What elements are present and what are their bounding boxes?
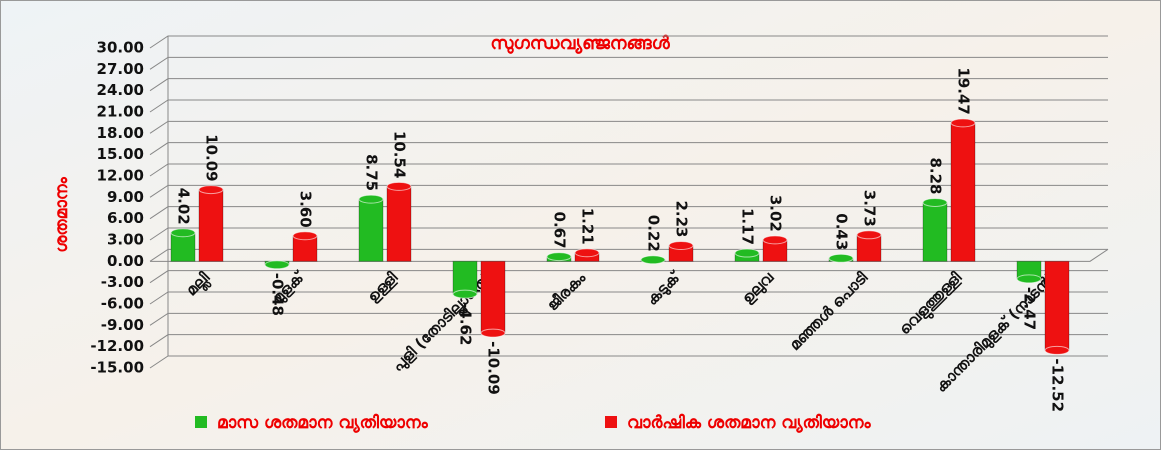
- grid-line: [149, 78, 1108, 92]
- bar-cap: [922, 197, 948, 207]
- floor: [150, 248, 1109, 262]
- y-tick-label: 0.00: [107, 252, 144, 270]
- y-tick-label: 9.00: [107, 188, 144, 206]
- bar-cap: [292, 231, 318, 241]
- data-label: 1.21: [579, 208, 597, 245]
- bar: [452, 260, 478, 295]
- data-label: 8.75: [363, 154, 381, 191]
- grid-line: [149, 270, 1108, 284]
- bar: [480, 260, 506, 334]
- data-label: 0.67: [551, 212, 569, 249]
- grid-line: [149, 206, 1108, 220]
- data-label: 4.02: [175, 188, 193, 225]
- y-tick-label: 18.00: [97, 124, 144, 142]
- grid-line: [149, 291, 1108, 305]
- y-tick-label: 27.00: [97, 60, 144, 78]
- data-label: 3.60: [297, 191, 315, 228]
- y-tick-label: 6.00: [107, 209, 144, 227]
- data-label: 0.43: [833, 213, 851, 250]
- bar: [922, 201, 948, 262]
- y-tick-label: -6.00: [101, 295, 144, 313]
- bar-cap: [358, 194, 384, 204]
- bar-cap: [1016, 274, 1042, 284]
- y-tick-label: 30.00: [97, 39, 144, 57]
- bar-cap: [170, 228, 196, 238]
- bar-cap: [198, 185, 224, 195]
- data-label: 10.54: [391, 131, 409, 178]
- data-label: 0.22: [645, 215, 663, 252]
- y-tick-label: 24.00: [97, 81, 144, 99]
- grid-line: [149, 163, 1108, 177]
- data-label: 8.28: [927, 157, 945, 194]
- grid-line: [149, 35, 1108, 49]
- bar: [950, 122, 976, 262]
- legend-swatch: [195, 416, 207, 428]
- bar-cap: [828, 253, 854, 263]
- data-label: 10.09: [203, 134, 221, 181]
- grid-line: [149, 184, 1108, 198]
- bar-cap: [950, 118, 976, 128]
- bar-cap: [640, 255, 666, 265]
- bar: [1044, 260, 1070, 351]
- data-label: 19.47: [955, 67, 973, 114]
- legend-label: മാസ ശതമാന വ്യതിയാനം: [217, 413, 429, 433]
- y-tick-label: 15.00: [97, 145, 144, 163]
- data-label: 3.73: [861, 190, 879, 227]
- y-tick-label: -9.00: [101, 316, 144, 334]
- data-label: -0.48: [269, 273, 287, 316]
- data-label: 2.23: [673, 200, 691, 237]
- legend-label: വാർഷിക ശതമാന വ്യതിയാനം: [627, 413, 872, 433]
- bar-cap: [452, 289, 478, 299]
- grid-line: [149, 120, 1108, 134]
- data-label: 1.17: [739, 208, 757, 245]
- grid-line: [149, 99, 1108, 113]
- bar-cap: [762, 235, 788, 245]
- data-label: -10.09: [485, 341, 503, 395]
- chart-title: സുഗന്ധവ്യഞ്ജനങ്ങൾ: [490, 33, 670, 55]
- bar-cap: [668, 240, 694, 250]
- bar: [358, 198, 384, 262]
- grid-line: [149, 227, 1108, 241]
- bar-cap: [264, 260, 290, 270]
- y-tick-label: 12.00: [97, 167, 144, 185]
- data-label: -4.62: [457, 302, 475, 345]
- grid-line: [149, 334, 1108, 348]
- y-tick-label: -12.00: [90, 337, 144, 355]
- y-tick-label: -15.00: [90, 359, 144, 377]
- grid-line: [149, 355, 1108, 369]
- bar-cap: [734, 248, 760, 258]
- bar-cap: [386, 181, 412, 191]
- data-label: -2.47: [1021, 287, 1039, 330]
- data-label: 3.02: [767, 195, 785, 232]
- grid-line: [149, 248, 1108, 262]
- y-tick-label: 3.00: [107, 231, 144, 249]
- bar: [170, 232, 196, 262]
- bar-cap: [1044, 345, 1070, 355]
- bar-cap: [856, 230, 882, 240]
- grid-line: [149, 56, 1108, 70]
- grid-line: [149, 142, 1108, 156]
- bar: [198, 189, 224, 262]
- y-tick-label: -3.00: [101, 273, 144, 291]
- bar-cap: [574, 248, 600, 258]
- data-label: -12.52: [1049, 358, 1067, 412]
- legend-swatch: [605, 416, 617, 428]
- y-axis-label: ശതമാനം: [52, 176, 72, 252]
- grid-line: [149, 312, 1108, 326]
- bar: [386, 185, 412, 262]
- y-tick-label: 21.00: [97, 103, 144, 121]
- bar-cap: [480, 328, 506, 338]
- bar-cap: [546, 252, 572, 262]
